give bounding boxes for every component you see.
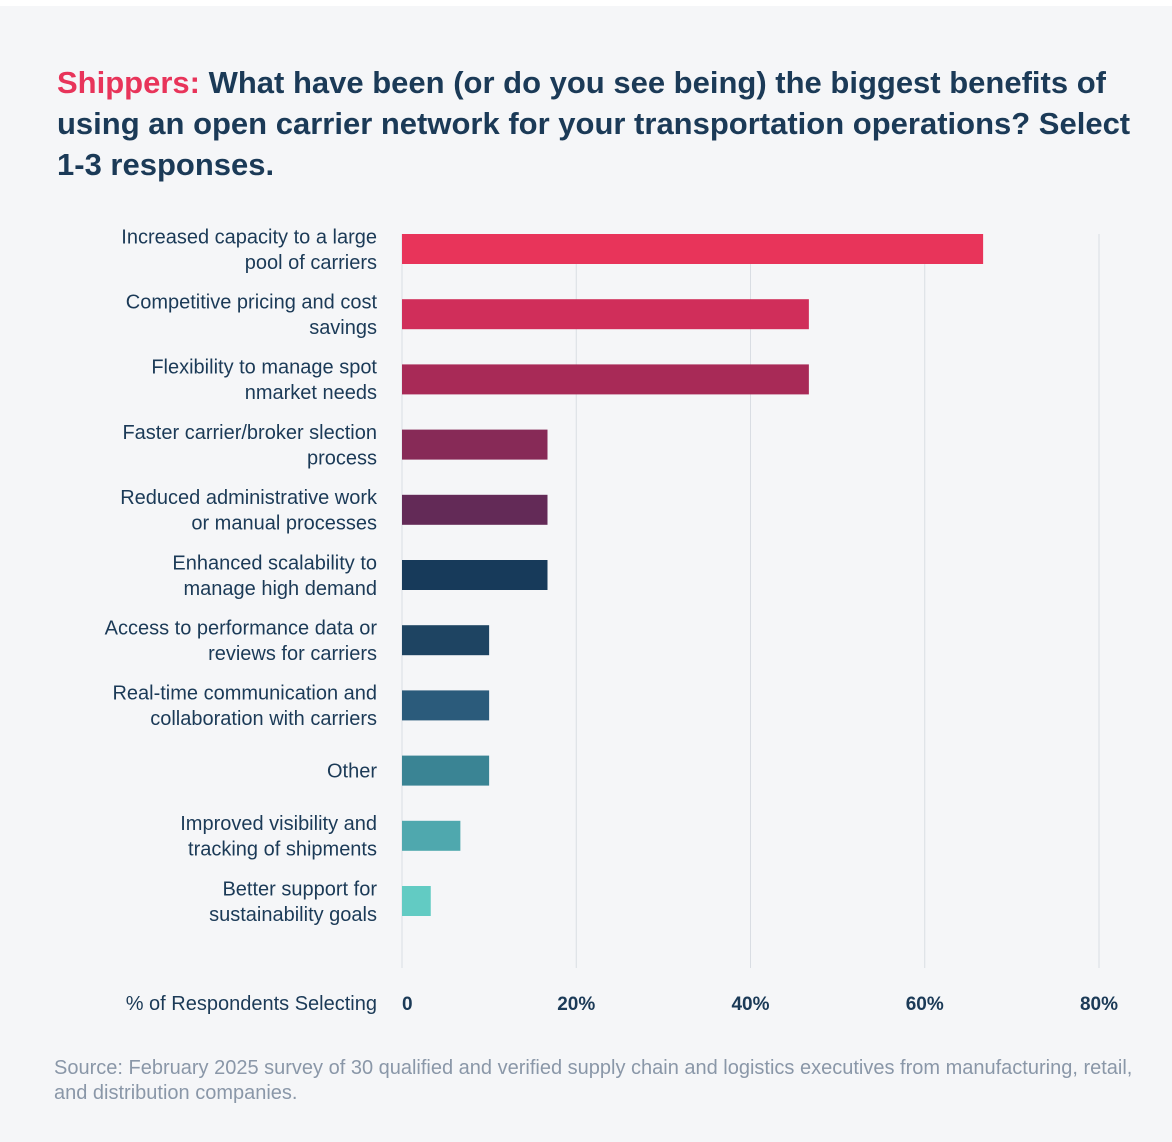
category-label-line: Enhanced scalability to <box>172 552 377 574</box>
bar <box>402 429 548 460</box>
bar <box>402 690 490 721</box>
top-strip <box>0 0 1172 6</box>
category-labels: Increased capacity to a large pool of car… <box>105 226 378 926</box>
category-label-line: manage high demand <box>184 578 377 600</box>
bar <box>402 234 984 264</box>
x-tick-label: 0 <box>402 994 413 1015</box>
category-label-line: sustainability goals <box>209 904 377 926</box>
category-label: Improved visibility and tracking of shipm… <box>180 813 377 861</box>
bar <box>402 299 809 330</box>
category-label: Faster carrier/broker slection process <box>122 422 377 470</box>
category-label-line: savings <box>309 317 377 339</box>
category-label-line: Other <box>327 761 377 783</box>
category-label-line: Faster carrier/broker slection <box>122 422 377 444</box>
category-label: Reduced administrative work or manual pro… <box>120 487 378 535</box>
category-label: Access to performance data or reviews for… <box>105 617 378 665</box>
x-tick-label: 60% <box>906 994 944 1015</box>
category-label-line: collaboration with carriers <box>150 708 377 730</box>
category-label: Competitive pricing and cost savings <box>126 291 378 339</box>
bar-chart: Increased capacity to a large pool of car… <box>105 226 1118 1015</box>
x-axis-title: % of Respondents Selecting <box>126 993 377 1015</box>
category-label-line: Increased capacity to a large <box>121 226 377 248</box>
x-tick-label: 80% <box>1080 994 1118 1015</box>
category-label-line: reviews for carriers <box>208 643 377 665</box>
bar <box>402 625 490 656</box>
category-label: Real-time communication and collaboration… <box>112 683 377 731</box>
title-prefix: Shippers: <box>57 65 200 100</box>
source-note: Source: February 2025 survey of 30 quali… <box>54 1057 1133 1104</box>
category-label-line: nmarket needs <box>245 382 377 404</box>
category-label-line: tracking of shipments <box>188 839 377 861</box>
x-tick-label: 40% <box>731 994 769 1015</box>
x-tick-labels: 0 20% 40% 60% 80% <box>402 994 1118 1015</box>
category-label-line: or manual processes <box>191 513 377 535</box>
title-text: What have been (or do you see being) the… <box>57 65 1131 182</box>
bars <box>402 234 984 916</box>
category-label: Increased capacity to a large pool of car… <box>121 226 377 274</box>
category-label-line: Improved visibility and <box>180 813 377 835</box>
category-label-line: Reduced administrative work <box>120 487 378 509</box>
category-label-line: Competitive pricing and cost <box>126 291 378 313</box>
bar <box>402 364 809 395</box>
bar <box>402 494 548 525</box>
bar <box>402 755 490 786</box>
category-label: Flexibility to manage spot nmarket needs <box>151 357 377 405</box>
category-label: Enhanced scalability to manage high deman… <box>172 552 377 600</box>
chart-title: Shippers: What have been (or do you see … <box>57 62 1137 185</box>
category-label-line: Flexibility to manage spot <box>151 357 377 379</box>
category-label-line: Real-time communication and <box>112 683 377 705</box>
category-label: Other <box>327 761 377 783</box>
x-tick-label: 20% <box>557 994 595 1015</box>
gridlines <box>401 234 1100 968</box>
category-label: Better support for sustainability goals <box>209 878 377 926</box>
category-label-line: process <box>307 447 377 469</box>
bar <box>402 886 431 916</box>
category-label-line: Access to performance data or <box>105 617 378 639</box>
bar <box>402 560 548 590</box>
category-label-line: pool of carriers <box>245 252 377 274</box>
bar <box>402 820 461 851</box>
category-label-line: Better support for <box>222 878 377 900</box>
